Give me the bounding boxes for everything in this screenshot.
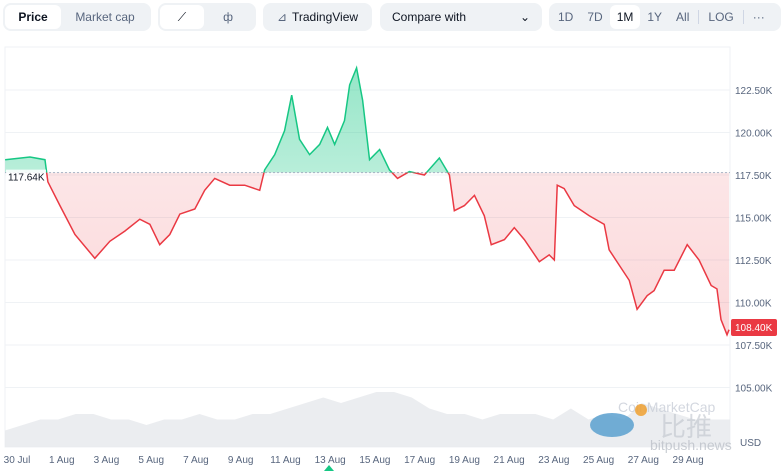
area-above-baseline [5,67,449,173]
range-1m[interactable]: 1M [609,5,641,29]
tradingview-button[interactable]: ⊿ TradingView [263,3,372,31]
y-tick-label: 105.00K [735,384,773,395]
x-tick-label: 27 Aug [628,455,659,466]
range-selector: 1D 7D 1M 1Y All LOG ··· [549,3,781,31]
volume-area [5,392,730,447]
price-mcap-toggle: Price Market cap [3,3,151,31]
current-price-badge [731,319,777,336]
current-price-label: 108.40K [735,323,773,334]
log-toggle[interactable]: LOG [708,10,734,24]
chart-icon: ⊿ [276,10,287,24]
y-tick-label: 115.00K [735,214,772,225]
x-tick-label: 23 Aug [538,455,569,466]
divider [742,10,744,24]
y-tick-label: 110.00K [735,299,772,310]
x-tick-label: 1 Aug [49,455,75,466]
area-below-baseline [5,172,730,335]
watermark-site: bitpush.news [650,437,732,453]
x-tick-label: 21 Aug [494,455,525,466]
candlestick-icon[interactable]: ф [223,10,233,24]
range-1d[interactable]: 1D [558,10,574,24]
y-tick-label: 112.50K [735,256,772,267]
time-marker-icon [324,465,334,471]
y-tick-label: 122.50K [735,86,773,97]
chevron-down-icon: ⌄ [519,10,530,24]
x-tick-label: 7 Aug [183,455,209,466]
range-all[interactable]: All [676,10,690,24]
x-tick-label: 5 Aug [138,455,164,466]
x-tick-label: 19 Aug [449,455,480,466]
more-button[interactable]: ··· [752,10,765,24]
baseline-label: 117.64K [8,173,45,184]
tab-price[interactable]: Price [5,5,61,29]
line-chart-icon[interactable]: ⟋ [160,5,204,29]
y-tick-label: 107.50K [735,341,773,352]
chart-type-toggle: ⟋ ф [158,3,256,31]
y-tick-label: 117.50K [735,171,772,182]
x-tick-label: 13 Aug [315,455,346,466]
compare-select[interactable]: Compare with ⌄ [380,3,542,31]
tradingview-label: TradingView [292,10,359,24]
x-tick-label: 29 Aug [673,455,704,466]
tab-market-cap[interactable]: Market cap [75,10,135,24]
y-tick-label: 120.00K [735,129,773,140]
range-7d[interactable]: 7D [587,10,603,24]
x-tick-label: 17 Aug [404,455,435,466]
price-line-down [45,172,730,337]
bird-logo-icon [590,413,634,437]
x-tick-label: 15 Aug [359,455,390,466]
x-tick-label: 9 Aug [228,455,254,466]
x-tick-label: 11 Aug [270,455,300,466]
baseline-label-bg [6,169,46,184]
watermark-cn: 比推 [660,412,712,442]
x-tick-label: 3 Aug [94,455,120,466]
compare-label: Compare with [392,10,467,24]
x-tick-label: 30 Jul [4,455,31,466]
range-1y[interactable]: 1Y [647,10,663,24]
divider [698,10,700,24]
x-tick-label: 25 Aug [583,455,614,466]
currency-label: USD [740,438,761,449]
bitcoin-icon [635,404,647,416]
